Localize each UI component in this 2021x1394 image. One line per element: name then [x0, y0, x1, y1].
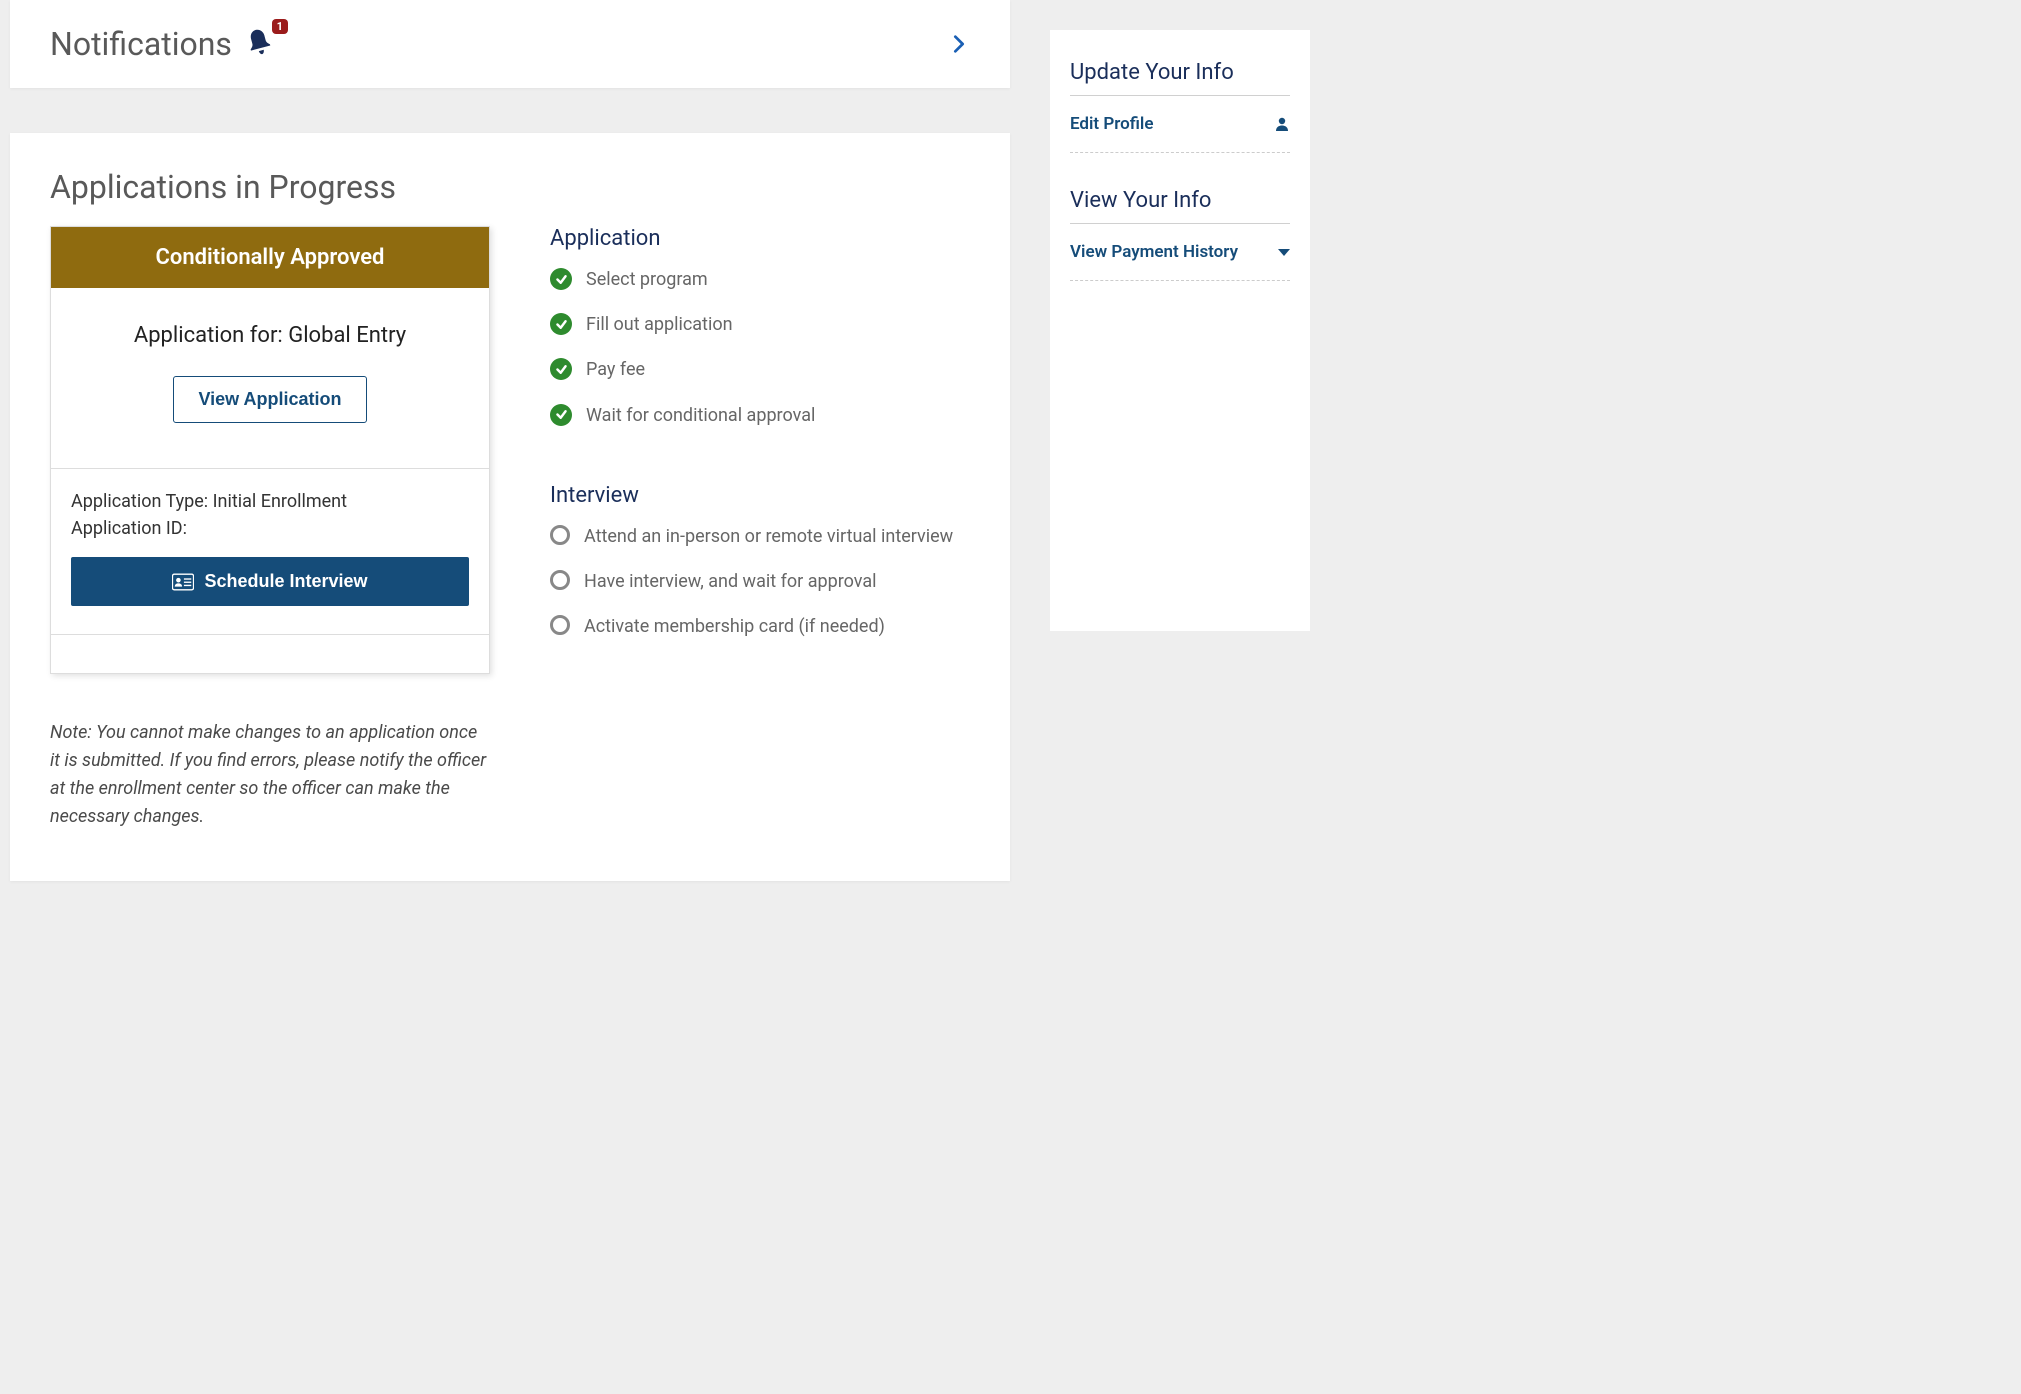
view-info-heading: View Your Info — [1070, 188, 1290, 224]
schedule-interview-label: Schedule Interview — [204, 571, 367, 592]
step-pending: Activate membership card (if needed) — [550, 614, 970, 639]
payment-history-link[interactable]: View Payment History — [1070, 224, 1290, 281]
notifications-badge: 1 — [272, 19, 288, 34]
applications-title: Applications in Progress — [50, 168, 970, 206]
payment-history-label: View Payment History — [1070, 242, 1238, 262]
step-done: Pay fee — [550, 357, 970, 382]
step-pending: Attend an in-person or remote virtual in… — [550, 524, 970, 549]
sidebar: Update Your Info Edit Profile View Your … — [1050, 30, 1310, 631]
interview-steps-heading: Interview — [550, 483, 970, 508]
applications-section: Applications in Progress Conditionally A… — [10, 133, 1010, 881]
circle-icon — [550, 525, 570, 545]
notifications-title: Notifications — [50, 25, 232, 63]
check-icon — [550, 404, 572, 426]
caret-down-icon — [1278, 249, 1290, 256]
step-label: Have interview, and wait for approval — [584, 569, 877, 594]
steps-column: Application Select program Fill out appl… — [550, 226, 970, 694]
application-id-line: Application ID: — [71, 518, 469, 539]
view-application-button[interactable]: View Application — [173, 376, 366, 423]
application-card: Conditionally Approved Application for: … — [50, 226, 490, 674]
user-icon — [1274, 116, 1290, 132]
circle-icon — [550, 615, 570, 635]
step-done: Wait for conditional approval — [550, 403, 970, 428]
check-icon — [550, 268, 572, 290]
application-for-label: Application for: Global Entry — [71, 323, 469, 348]
edit-profile-label: Edit Profile — [1070, 114, 1153, 134]
step-label: Attend an in-person or remote virtual in… — [584, 524, 953, 549]
id-card-icon — [172, 573, 194, 591]
step-label: Pay fee — [586, 357, 645, 382]
notifications-bar[interactable]: Notifications 1 — [10, 0, 1010, 88]
step-label: Select program — [586, 267, 708, 292]
step-done: Select program — [550, 267, 970, 292]
step-pending: Have interview, and wait for approval — [550, 569, 970, 594]
application-note: Note: You cannot make changes to an appl… — [50, 719, 490, 831]
application-steps-heading: Application — [550, 226, 970, 251]
application-type-line: Application Type: Initial Enrollment — [71, 491, 469, 512]
step-label: Fill out application — [586, 312, 733, 337]
chevron-right-icon[interactable] — [948, 33, 970, 55]
check-icon — [550, 358, 572, 380]
circle-icon — [550, 570, 570, 590]
step-done: Fill out application — [550, 312, 970, 337]
bell-icon-wrap: 1 — [244, 27, 274, 61]
application-status: Conditionally Approved — [51, 227, 489, 288]
check-icon — [550, 313, 572, 335]
step-label: Wait for conditional approval — [586, 403, 815, 428]
step-label: Activate membership card (if needed) — [584, 614, 885, 639]
bell-icon — [244, 27, 274, 57]
edit-profile-link[interactable]: Edit Profile — [1070, 96, 1290, 153]
schedule-interview-button[interactable]: Schedule Interview — [71, 557, 469, 606]
update-info-heading: Update Your Info — [1070, 60, 1290, 96]
